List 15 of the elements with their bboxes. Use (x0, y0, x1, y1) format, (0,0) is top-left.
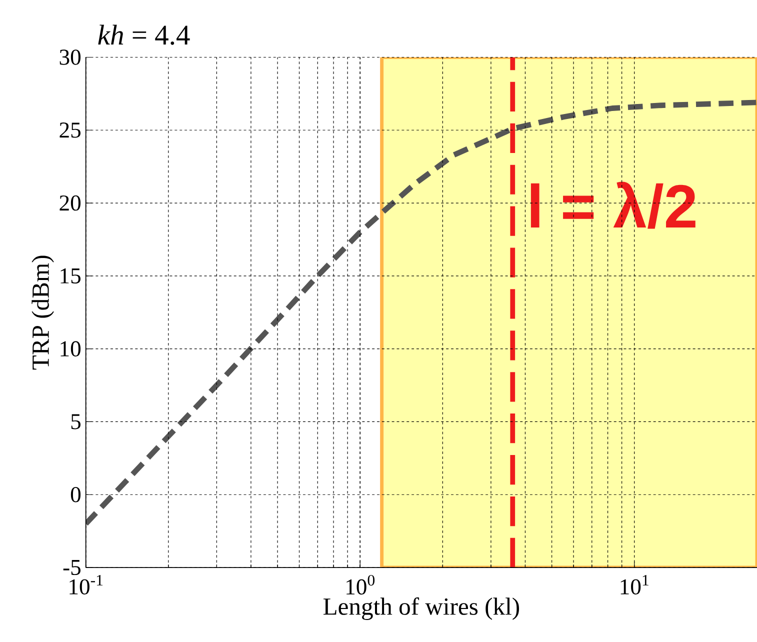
y-tick-label: 5 (71, 414, 80, 430)
x-tick-label: 10$^{-1}$ (70, 575, 103, 595)
x-tick-label: 10$^{0}$ (346, 575, 375, 595)
y-tick-label: 0 (70, 487, 81, 502)
y-tick-label: 15 (60, 268, 80, 284)
ref-line-label: l = λ/2 (530, 182, 696, 229)
y-axis-title: TRP (dBm) (32, 256, 54, 370)
chart-title: kh = 4.4 (98, 24, 190, 46)
y-tick-label: 30 (60, 50, 81, 66)
x-axis-title: Length of wires (kl) (323, 598, 519, 620)
x-tick-label: 10$^{1}$ (620, 575, 648, 595)
y-tick-label: 20 (60, 196, 81, 211)
y-tick-label: 25 (60, 122, 80, 138)
y-tick-label: 10 (60, 341, 81, 357)
y-tick-label: -5 (63, 560, 80, 576)
